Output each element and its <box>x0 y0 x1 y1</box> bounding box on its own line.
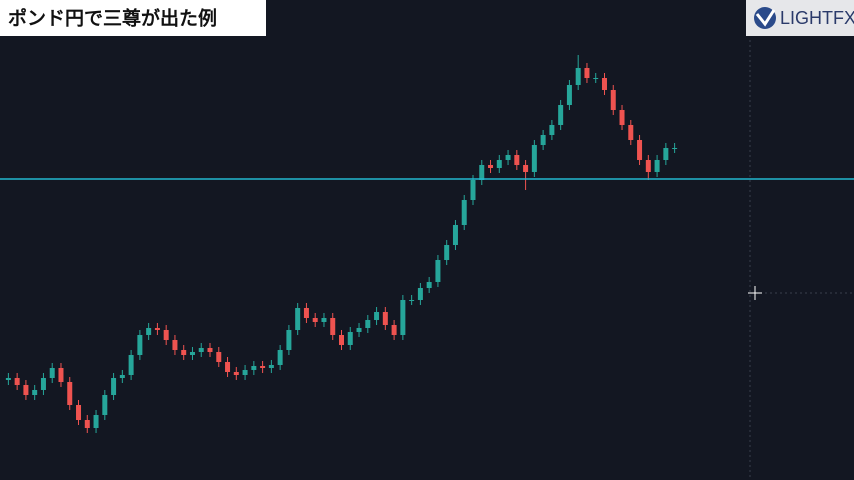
candle-body <box>391 325 397 335</box>
candle-body <box>154 328 160 330</box>
candle-body <box>163 330 169 340</box>
candle-body <box>409 300 415 301</box>
candle-body <box>189 352 195 355</box>
candle-body <box>233 372 239 375</box>
candle-body <box>14 378 20 385</box>
candle-body <box>540 135 546 145</box>
candle-body <box>67 382 73 405</box>
logo-icon <box>754 7 776 29</box>
candle-body <box>382 312 388 325</box>
candle-body <box>111 378 117 395</box>
candle-body <box>400 300 406 335</box>
candle-body <box>277 350 283 365</box>
candle-body <box>637 140 643 160</box>
candle-body <box>40 378 46 390</box>
candle-body <box>23 385 29 395</box>
candle-body <box>286 330 292 350</box>
candle-body <box>303 308 309 318</box>
candle-body <box>76 405 82 420</box>
candle-body <box>216 352 222 362</box>
candle-body <box>58 368 64 382</box>
title-box <box>0 0 266 36</box>
candle-body <box>417 288 423 300</box>
candle-body <box>672 148 678 149</box>
candle-body <box>619 110 625 125</box>
candle-body <box>225 362 231 372</box>
brand: LIGHTFX <box>780 8 854 28</box>
candle-body <box>5 378 11 380</box>
candle-body <box>426 282 432 288</box>
candle-body <box>645 160 651 172</box>
candle-body <box>610 90 616 110</box>
candle-body <box>365 320 371 328</box>
candle-body <box>601 78 607 90</box>
candle-body <box>32 390 38 395</box>
candle-body <box>207 348 213 352</box>
candle-body <box>505 155 511 160</box>
candle-body <box>330 318 336 335</box>
candle-body <box>593 78 599 79</box>
candle-body <box>435 260 441 282</box>
candle-body <box>198 348 204 352</box>
candle-body <box>119 375 125 378</box>
candle-body <box>268 365 274 368</box>
plot-area <box>0 55 854 433</box>
candle-body <box>93 415 99 428</box>
candle-body <box>531 145 537 172</box>
chart-title: ポンド円で三尊が出た例 <box>8 7 217 30</box>
candle-body <box>461 200 467 225</box>
candle-body <box>84 420 90 428</box>
candle-body <box>146 328 152 335</box>
candle-body <box>339 335 344 345</box>
candle-body <box>628 125 634 140</box>
candle-body <box>488 165 494 168</box>
candle-body <box>479 165 485 180</box>
candle-body <box>242 370 248 375</box>
logo-mark <box>755 9 776 27</box>
candle-body <box>128 355 134 375</box>
candle-body <box>663 148 669 160</box>
candle-body <box>260 366 266 368</box>
candle-body <box>584 68 590 78</box>
candle-body <box>452 225 458 245</box>
candle-body <box>137 335 143 355</box>
candle-body <box>321 318 327 322</box>
candle-body <box>181 350 187 355</box>
candle-body <box>374 312 380 320</box>
candle-body <box>496 160 502 168</box>
candle-body <box>295 308 301 330</box>
candle-body <box>654 160 660 172</box>
candle-body <box>575 68 581 85</box>
candle-body <box>356 328 362 332</box>
candle-body <box>49 368 55 378</box>
candle-body <box>312 318 318 322</box>
candle-body <box>514 155 520 165</box>
candle-body <box>251 366 257 370</box>
candle-body <box>549 125 555 135</box>
candle-body <box>102 395 108 415</box>
candle-body <box>558 105 564 125</box>
candle-body <box>172 340 178 350</box>
candle-body <box>444 245 450 260</box>
candle-body <box>566 85 572 105</box>
candle-body <box>470 180 476 200</box>
candle-body <box>523 165 529 172</box>
candle-body <box>347 332 353 345</box>
